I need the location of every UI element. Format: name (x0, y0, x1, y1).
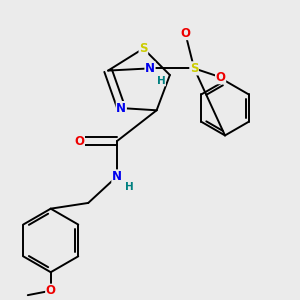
Text: O: O (180, 27, 190, 40)
Text: H: H (125, 182, 134, 193)
Text: N: N (112, 170, 122, 183)
Text: O: O (74, 135, 84, 148)
Text: O: O (216, 71, 226, 84)
Text: O: O (46, 284, 56, 297)
Text: N: N (116, 102, 126, 115)
Text: S: S (190, 62, 198, 75)
Text: H: H (157, 76, 165, 86)
Text: S: S (139, 42, 148, 55)
Text: N: N (145, 62, 155, 75)
